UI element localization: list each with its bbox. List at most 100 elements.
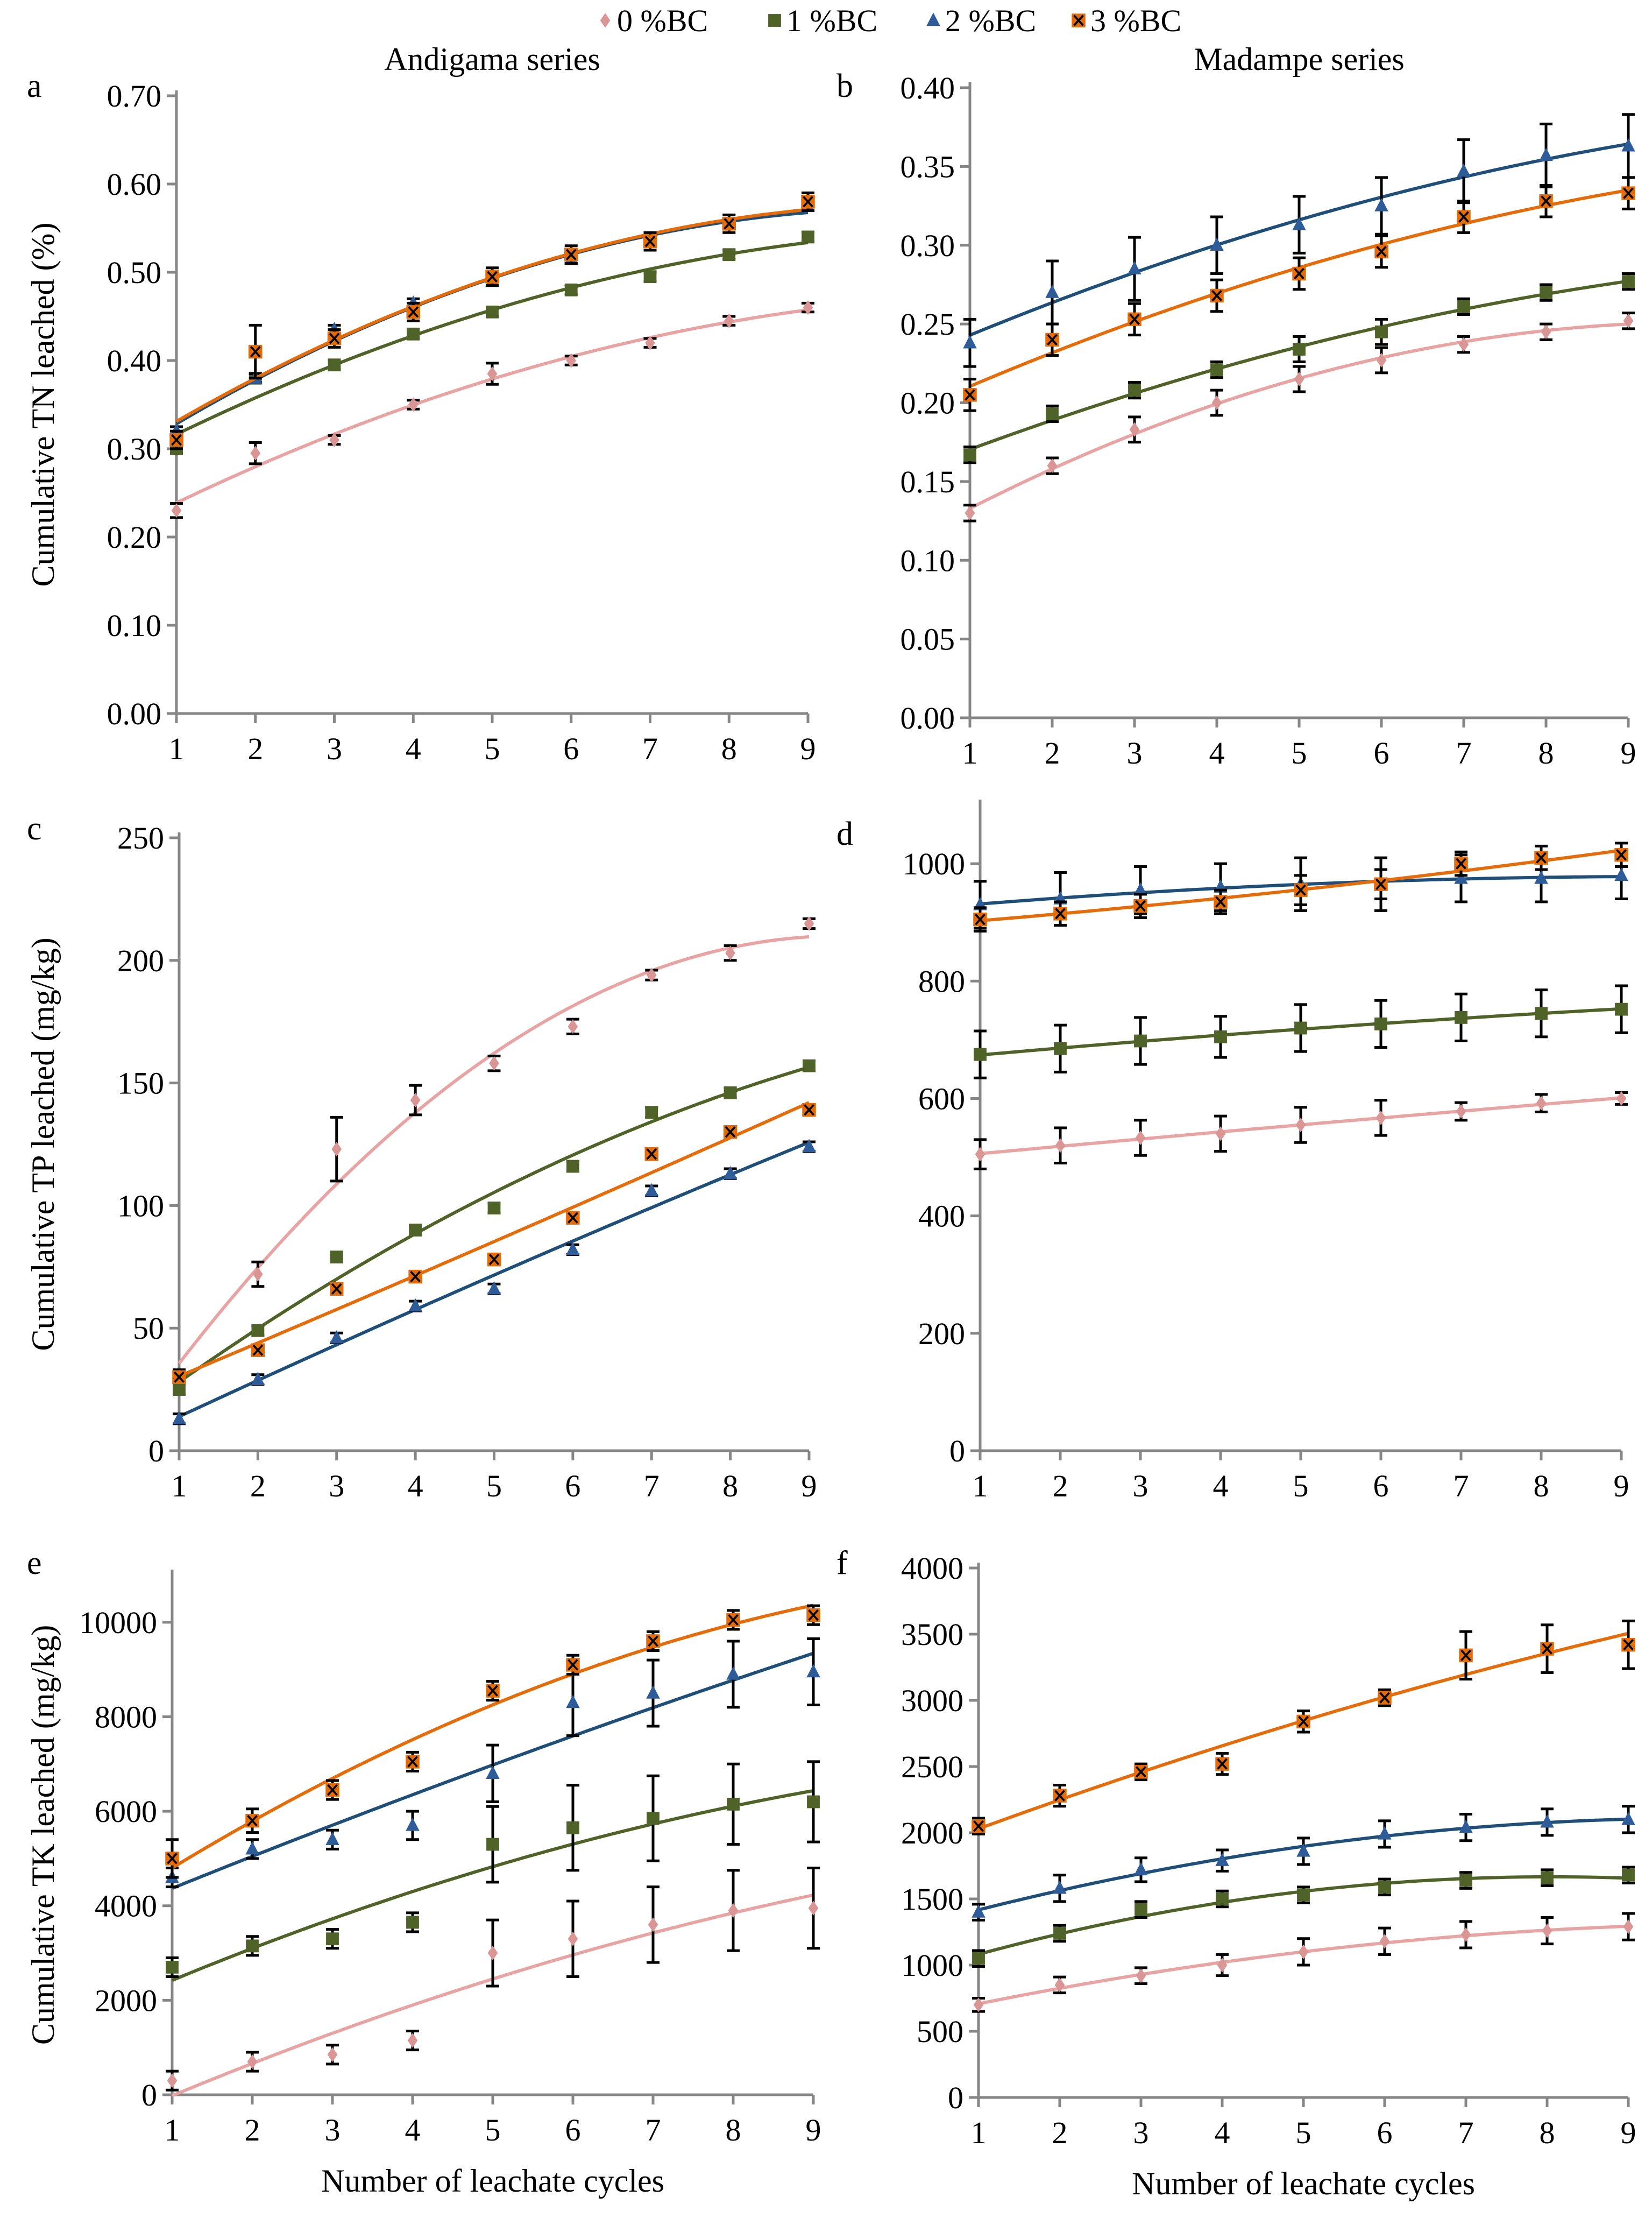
square-marker: [807, 1795, 820, 1809]
legend-label: 3 %BC: [1090, 3, 1181, 38]
data-point: [726, 1609, 740, 1631]
diamond-marker: [728, 1903, 739, 1918]
triangle-marker: [172, 1411, 186, 1424]
square-marker: [1214, 1030, 1227, 1043]
data-point: [169, 429, 183, 450]
x-mark: [1054, 1790, 1065, 1802]
square-marker: [1216, 1892, 1229, 1905]
triangle-marker: [1454, 870, 1468, 884]
data-point: [963, 317, 977, 368]
data-point: [1046, 456, 1059, 475]
x-mark: [331, 1283, 342, 1295]
x-tick-label: 1: [172, 1468, 187, 1503]
series-3: [169, 191, 815, 450]
diamond-marker: [1054, 1977, 1065, 1993]
data-point: [486, 1743, 500, 1804]
data-point: [1294, 874, 1308, 906]
x-tick-label: 9: [806, 2113, 821, 2148]
data-point: [1210, 278, 1224, 313]
x-tick-label: 6: [565, 2113, 581, 2148]
triangle-marker: [972, 1904, 985, 1918]
data-point: [245, 1838, 259, 1860]
data-point: [1293, 365, 1306, 393]
data-point: [643, 270, 657, 284]
diamond-marker: [1623, 1919, 1634, 1934]
series-3: [973, 842, 1628, 933]
x-mark: [1298, 1715, 1309, 1727]
diamond-marker: [487, 1945, 498, 1961]
x-tick-label: 5: [485, 731, 500, 766]
square-marker: [566, 1160, 579, 1173]
diamond-marker: [410, 1092, 421, 1108]
y-tick-label: 3500: [901, 1617, 963, 1652]
data-point: [330, 1282, 344, 1296]
x-tick-label: 2: [1053, 1468, 1068, 1503]
x-mark: [644, 235, 656, 248]
panels: a Andigama series Cumulative TN leached (%…: [25, 41, 1636, 2201]
triangle-marker: [1128, 261, 1141, 274]
data-point: [1297, 1937, 1310, 1967]
y-tick-label: 0.70: [107, 79, 162, 114]
x-tick-label: 2: [250, 1468, 266, 1503]
data-point: [1540, 1807, 1554, 1837]
x-mark: [1217, 1758, 1228, 1770]
diamond-marker: [973, 1997, 984, 2012]
diamond-marker: [568, 1019, 578, 1034]
square-marker: [487, 1202, 501, 1214]
x-mark: [1623, 187, 1634, 199]
square-marker: [1293, 343, 1306, 356]
y-tick-label: 2000: [901, 1816, 963, 1850]
y-tick-label: 200: [117, 943, 164, 978]
data-point: [972, 1903, 985, 1922]
triangle-marker: [644, 1183, 658, 1197]
diamond-marker: [645, 335, 655, 350]
triangle-marker: [1053, 1880, 1067, 1894]
data-point: [566, 1784, 579, 1872]
y-tick-label: 0.40: [107, 343, 162, 378]
y-tick-label: 0.35: [901, 149, 955, 184]
data-point: [1135, 1900, 1147, 1919]
square-marker: [1541, 1871, 1554, 1884]
y-tick-label: 10000: [79, 1605, 157, 1640]
data-point: [407, 327, 420, 341]
triangle-marker: [406, 1817, 420, 1831]
square-marker: [1294, 1021, 1307, 1035]
data-point: [173, 1383, 186, 1396]
legend-label: 2 %BC: [945, 3, 1036, 38]
square-marker: [1053, 1927, 1066, 1940]
data-point: [1128, 380, 1141, 400]
data-point: [1133, 893, 1147, 919]
data-point: [1614, 842, 1628, 868]
series-0: [972, 1912, 1635, 2013]
x-tick-label: 2: [1045, 736, 1060, 771]
diamond-marker: [568, 1931, 578, 1946]
x-tick-label: 6: [1377, 2115, 1393, 2150]
square-marker: [1046, 407, 1059, 420]
diamond-marker: [975, 1147, 985, 1162]
x-mark: [965, 389, 975, 401]
triangle-marker: [566, 1241, 580, 1255]
diamond-marker: [1456, 1104, 1466, 1119]
x-tick-label: 9: [802, 1468, 817, 1503]
square-marker: [1128, 384, 1141, 397]
square-marker: [1297, 1888, 1310, 1902]
diamond-marker: [1376, 1110, 1386, 1126]
x-tick-label: 6: [565, 1468, 580, 1503]
diamond-marker: [724, 313, 734, 328]
y-axis-label: Cumulative TK leached (mg/kg): [25, 1625, 61, 2045]
data-point: [406, 301, 420, 322]
square-marker: [1459, 1874, 1472, 1887]
data-point: [566, 1668, 580, 1737]
x-tick-label: 4: [408, 1468, 423, 1503]
diamond-marker: [648, 1917, 658, 1932]
data-point: [972, 1817, 985, 1835]
square-marker: [1054, 1042, 1067, 1055]
triangle-marker: [726, 1666, 740, 1680]
data-point: [251, 1324, 265, 1337]
series-0: [170, 300, 814, 519]
y-tick-label: 3000: [901, 1683, 963, 1718]
square-marker: [330, 1251, 343, 1263]
x-mark: [565, 249, 577, 260]
data-point: [246, 1935, 259, 1957]
y-tick-label: 0.00: [107, 696, 162, 731]
